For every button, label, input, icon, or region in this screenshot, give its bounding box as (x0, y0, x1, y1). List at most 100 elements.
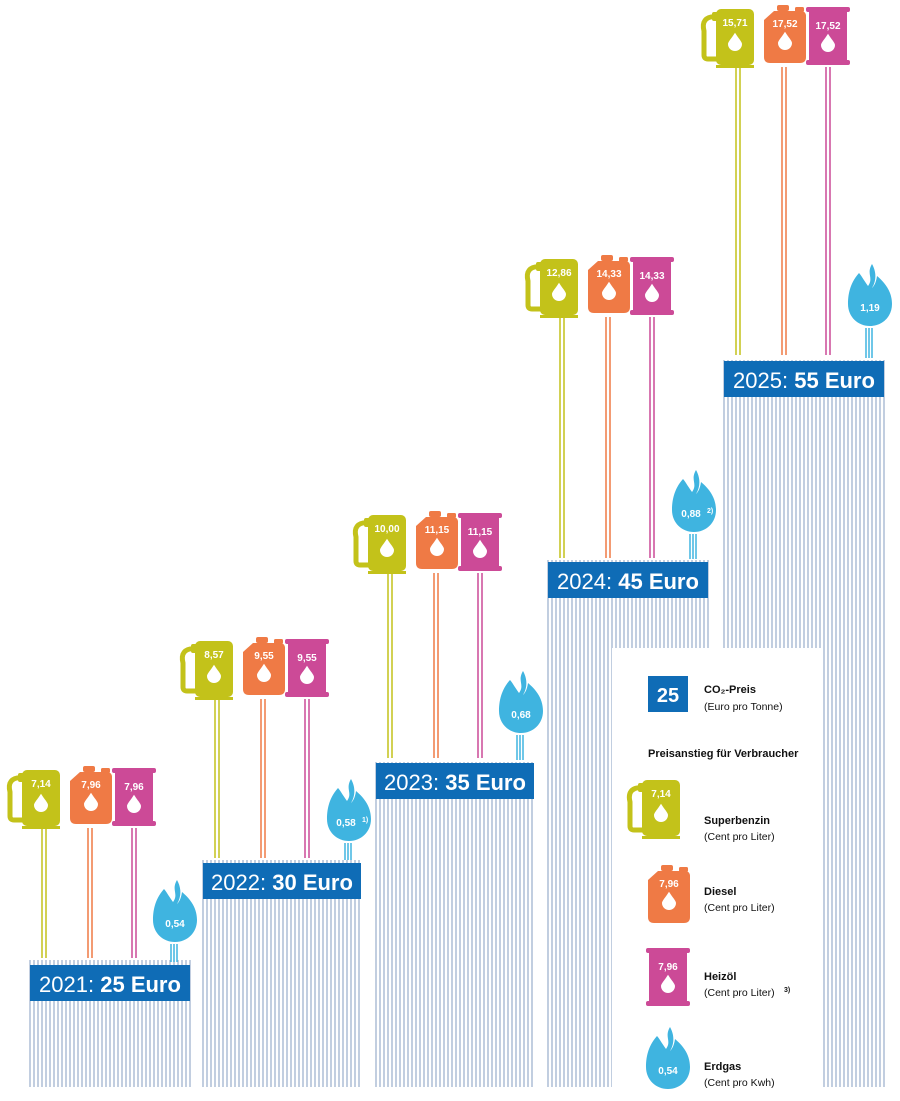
oil-barrel-icon: 9,55 (285, 639, 329, 697)
flame-shape (672, 470, 716, 532)
jerrycan-icon: 7,96 (648, 865, 690, 923)
value-label: 7,14 (651, 789, 671, 800)
legend-co2-box (648, 676, 688, 712)
can-handle (601, 255, 613, 261)
legend-item-sub: (Cent pro Liter) (704, 902, 775, 914)
drop-icon (473, 539, 487, 558)
pump-base (22, 826, 60, 829)
value-label: 14,33 (639, 271, 664, 282)
barrel-rim-top (112, 768, 156, 773)
legend-item-sub: (Cent pro Liter) (704, 831, 775, 843)
drop-icon (300, 665, 314, 684)
co2-year: 2023 (384, 770, 433, 795)
jerrycan-icon: 14,33 (588, 255, 630, 313)
drop-icon (127, 794, 141, 813)
legend-co2-sub: (Euro pro Tonne) (704, 701, 783, 713)
barrel-rim-top (806, 7, 850, 12)
co2-label-box (724, 361, 884, 397)
flame-shape (499, 671, 543, 733)
pump-base (368, 571, 406, 574)
co2-colon: : (606, 569, 618, 594)
pump-hose (179, 646, 201, 694)
legend-item-title: Diesel (704, 886, 736, 898)
barrel-rim-top (646, 948, 690, 953)
footnote-mark: 1) (362, 817, 368, 824)
heizoel-pipes (825, 67, 831, 355)
can-spout (619, 257, 628, 262)
flame-shape (848, 264, 892, 326)
superbenzin-pipes (735, 67, 741, 355)
superbenzin-pipes (387, 573, 393, 758)
year-group-2021: 2021: 25 Euro 7,14 7,96 7,96 0,54 (6, 766, 197, 1087)
can-spout (101, 768, 110, 773)
legend-section-title: Preisanstieg für Verbraucher (648, 748, 799, 760)
legend-item-title: Erdgas (704, 1061, 741, 1073)
co2-label-box (30, 965, 190, 1001)
value-label: 7,14 (31, 779, 51, 790)
co2-label-text: 2021: 25 Euro (39, 972, 181, 997)
diesel-pipes (781, 67, 787, 355)
erdgas-pipes (865, 328, 873, 358)
value-label: 0,54 (658, 1066, 678, 1077)
drop-icon (654, 803, 668, 822)
co2-label-text: 2024: 45 Euro (557, 569, 699, 594)
oil-barrel-icon: 14,33 (630, 257, 674, 315)
co2-price: 45 Euro (618, 569, 699, 594)
pump-hose (6, 775, 28, 823)
drop-icon (257, 663, 271, 682)
gas-flame-icon: 0,54 (153, 880, 197, 942)
barrel-rim-bottom (112, 821, 156, 826)
barrel-rim-bottom (806, 60, 850, 65)
heizoel-pipes (131, 828, 137, 958)
legend-item-footnote: 3) (784, 987, 790, 994)
gas-flame-icon: 1,19 (848, 264, 892, 326)
heizoel-pipes (477, 573, 483, 758)
co2-colon: : (260, 870, 272, 895)
fuel-pump-icon: 10,00 (352, 515, 406, 574)
can-spout (795, 7, 804, 12)
value-label: 7,96 (124, 782, 144, 793)
drop-icon (34, 793, 48, 812)
oil-barrel-icon: 11,15 (458, 513, 502, 571)
drop-icon (778, 31, 792, 50)
value-label: 17,52 (815, 21, 840, 32)
superbenzin-pipes (559, 317, 565, 558)
barrel-rim-top (285, 639, 329, 644)
value-label: 11,15 (468, 527, 493, 538)
co2-year: 2021 (39, 972, 88, 997)
drop-icon (84, 792, 98, 811)
jerrycan-icon: 17,52 (764, 5, 806, 63)
erdgas-pipes (344, 843, 352, 860)
co2-label-text: 2023: 35 Euro (384, 770, 526, 795)
flame-shape (153, 880, 197, 942)
co2-colon: : (433, 770, 445, 795)
heizoel-pipes (649, 317, 655, 558)
gas-flame-icon: 0,58 1) (327, 779, 371, 841)
co2-year: 2022 (211, 870, 260, 895)
erdgas-pipes (170, 944, 178, 962)
pump-hose (524, 264, 546, 312)
legend-item-erdgas: 0,54 Erdgas (Cent pro Kwh) (646, 1027, 775, 1089)
legend: 25 CO₂-Preis (Euro pro Tonne) Preisanstieg … (612, 648, 822, 1093)
barrel-rim-bottom (285, 692, 329, 697)
co2-price: 35 Euro (445, 770, 526, 795)
legend-item-diesel: 7,96 Diesel (Cent pro Liter) (648, 865, 775, 923)
legend-co2: 25 CO₂-Preis (Euro pro Tonne) (648, 676, 783, 713)
co2-year: 2025 (733, 368, 782, 393)
pump-base (540, 315, 578, 318)
jerrycan-icon: 11,15 (416, 511, 458, 569)
year-group-2023: 2023: 35 Euro 10,00 11,15 11,15 0,68 (352, 511, 543, 1087)
jerrycan-icon: 9,55 (243, 637, 285, 695)
co2-label-box (548, 562, 708, 598)
value-label: 7,96 (81, 780, 101, 791)
co2-price-label: 2021: 25 Euro (30, 965, 190, 1001)
pump-base (716, 65, 754, 68)
fuel-pump-icon: 8,57 (179, 641, 233, 700)
fuel-pump-icon: 12,86 (524, 259, 578, 318)
co2-label-box (376, 763, 534, 799)
can-handle (429, 511, 441, 517)
barrel-rim-top (458, 513, 502, 518)
erdgas-pipes (689, 534, 697, 559)
